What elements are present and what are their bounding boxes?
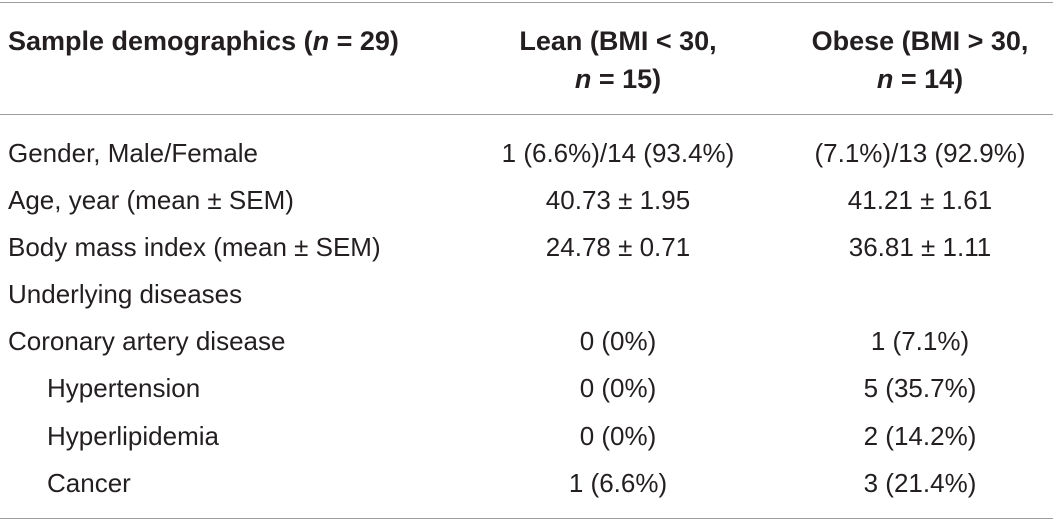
obese-value: 1 (7.1%) [870, 326, 970, 356]
obese-value: 2 (14.2%) [863, 421, 977, 451]
column-header-sample-demographics: Sample demographics (n = 29) [8, 22, 399, 60]
header-text: Sample demographics ( [8, 26, 313, 56]
lean-value: 0 (0%) [579, 326, 657, 356]
lean-value: 0 (0%) [579, 373, 657, 403]
lean-value: 40.73 ± 1.95 [545, 185, 691, 215]
header-line: n = 15) [480, 60, 756, 98]
table-row: Age, year (mean ± SEM) 40.73 ± 1.95 41.2… [0, 176, 1053, 224]
table-row: Coronary artery disease 0 (0%) 1 (7.1%) [0, 317, 1053, 365]
row-label: Coronary artery disease [8, 326, 286, 356]
column-header-obese: Obese (BMI > 30, n = 14) [790, 22, 1050, 98]
row-label: Underlying diseases [8, 279, 243, 309]
lean-value: 1 (6.6%)/14 (93.4%) [501, 138, 735, 168]
header-text: = 14) [893, 64, 964, 94]
header-text: = 29) [329, 26, 399, 56]
header-n-symbol: n [574, 64, 592, 94]
header-line: Lean (BMI < 30, [519, 26, 717, 56]
obese-value: 5 (35.7%) [863, 373, 977, 403]
table-row: Cancer 1 (6.6%) 3 (21.4%) [0, 459, 1053, 507]
table-row: Gender, Male/Female 1 (6.6%)/14 (93.4%) … [0, 129, 1053, 177]
obese-value: 3 (21.4%) [863, 468, 977, 498]
header-rule [0, 114, 1053, 115]
header-n-symbol: n [876, 64, 894, 94]
lean-value: 0 (0%) [579, 421, 657, 451]
table-row: Underlying diseases [0, 270, 1053, 318]
row-label: Age, year (mean ± SEM) [8, 185, 294, 215]
table-row: Body mass index (mean ± SEM) 24.78 ± 0.7… [0, 223, 1053, 271]
obese-value: 41.21 ± 1.61 [847, 185, 993, 215]
table-bottom-rule [0, 518, 1053, 519]
lean-value: 1 (6.6%) [568, 468, 668, 498]
table-top-rule [0, 2, 1053, 3]
row-label: Cancer [47, 468, 131, 498]
header-text: = 15) [591, 64, 662, 94]
table-row: Hypertension 0 (0%) 5 (35.7%) [0, 364, 1053, 412]
obese-value: 36.81 ± 1.11 [848, 232, 992, 262]
obese-value: (7.1%)/13 (92.9%) [814, 138, 1026, 168]
row-label: Gender, Male/Female [8, 138, 259, 168]
header-n-symbol: n [312, 26, 330, 56]
lean-value: 24.78 ± 0.71 [545, 232, 691, 262]
table-row: Hyperlipidemia 0 (0%) 2 (14.2%) [0, 412, 1053, 460]
row-label: Body mass index (mean ± SEM) [8, 232, 381, 262]
header-line: n = 14) [790, 60, 1050, 98]
row-label: Hypertension [47, 373, 201, 403]
column-header-lean: Lean (BMI < 30, n = 15) [480, 22, 756, 98]
row-label: Hyperlipidemia [47, 421, 219, 451]
header-line: Obese (BMI > 30, [811, 26, 1029, 56]
